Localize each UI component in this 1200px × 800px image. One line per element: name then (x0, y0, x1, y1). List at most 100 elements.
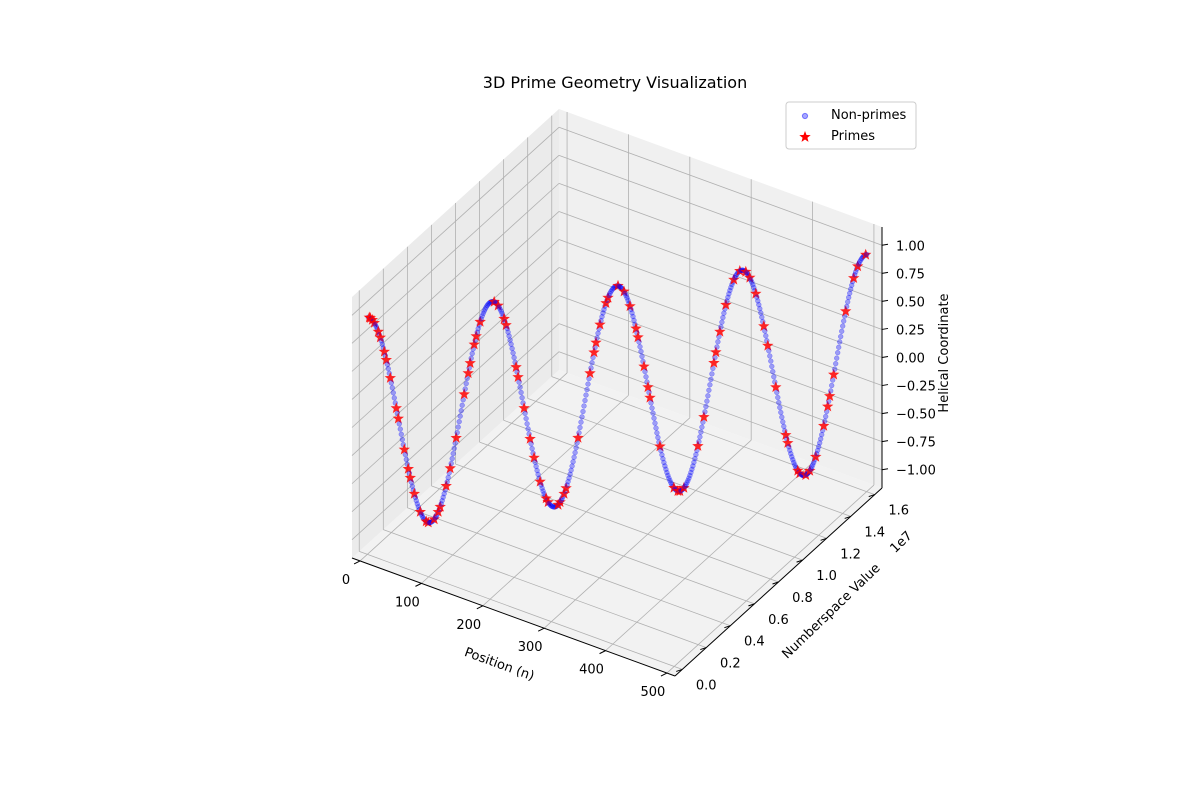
nonprime-point (457, 413, 463, 419)
nonprime-point (728, 284, 734, 291)
prime-point (590, 336, 602, 348)
prime-point (510, 361, 522, 372)
grid-z-back-0 (558, 351, 883, 471)
grid-z-left-2 (351, 295, 560, 484)
nonprime-point (792, 462, 798, 468)
nonprime-point (445, 474, 451, 481)
nonprime-point (766, 348, 772, 354)
grid-z-left-4 (351, 239, 560, 428)
nonprime-point (458, 408, 464, 414)
nonprime-point (707, 382, 713, 388)
nonprime-point (396, 421, 402, 427)
nonprime-point (516, 379, 522, 385)
prime-point (638, 360, 650, 372)
nonprime-point (833, 361, 839, 367)
prime-point (860, 248, 872, 260)
nonprime-point (576, 430, 582, 436)
prime-point (458, 388, 470, 400)
z-tick-mark-8 (881, 243, 889, 246)
nonprime-point (517, 384, 523, 390)
nonprime-point (755, 298, 761, 304)
nonprime-point (478, 316, 484, 322)
y-tick-label-1: 0.2 (720, 657, 741, 672)
nonprime-point (549, 503, 555, 510)
grid-y-floor-6 (503, 419, 827, 539)
nonprime-point (484, 302, 490, 309)
x-tick-label-2: 200 (456, 618, 481, 633)
nonprime-point (578, 419, 584, 425)
prime-point (822, 400, 834, 412)
prime-point (444, 462, 456, 474)
nonprime-point (384, 361, 390, 367)
prime-point (528, 451, 540, 463)
nonprime-point (697, 434, 703, 440)
nonprime-point (702, 409, 708, 415)
prime-point (594, 318, 606, 330)
nonprime-point (506, 333, 512, 339)
nonprime-point (378, 338, 384, 344)
nonprime-point (534, 467, 540, 474)
nonprime-point (538, 482, 544, 488)
nonprime-point (507, 337, 513, 343)
grid-z-back-1 (558, 323, 883, 443)
nonprime-point (648, 400, 654, 406)
nonprime-point (583, 392, 589, 398)
prime-point (618, 285, 630, 297)
prime-point (750, 287, 762, 299)
grid-z-left-3 (351, 267, 560, 456)
nonprime-point (720, 314, 726, 321)
nonprime-point (777, 404, 783, 411)
grid-z-left-7 (351, 155, 560, 344)
nonprime-point (522, 410, 528, 417)
nonprime-point (511, 354, 517, 361)
nonprime-point (692, 455, 698, 462)
nonprime-point (480, 310, 486, 317)
prime-point (698, 411, 710, 422)
nonprime-point (469, 350, 475, 357)
prime-point (678, 482, 690, 493)
nonprime-point (835, 350, 841, 356)
nonprime-point (751, 284, 757, 291)
y-tick-mark-8 (868, 494, 875, 498)
prime-point (600, 297, 612, 308)
prime-point (720, 298, 732, 310)
prime-point (654, 440, 666, 452)
prime-point (498, 312, 510, 324)
z-tick-label-1: −0.75 (896, 436, 936, 451)
chart-title: 3D Prime Geometry Visualization (483, 73, 747, 92)
nonprime-point (787, 447, 793, 453)
prime-point (810, 450, 822, 462)
nonprime-point (708, 376, 714, 383)
legend-marker-nonprimes (801, 112, 809, 120)
prime-point (366, 314, 378, 325)
nonprime-point (822, 418, 828, 424)
nonprime-point (770, 368, 776, 375)
nonprime-point (834, 355, 840, 361)
nonprime-point (569, 463, 575, 469)
grid-y-floor-0 (359, 551, 683, 670)
nonprime-point (474, 329, 480, 335)
nonprime-point (588, 365, 594, 371)
prime-point (534, 475, 546, 487)
nonprime-point (584, 386, 590, 393)
prime-point (474, 315, 486, 327)
nonprime-point (810, 462, 816, 468)
grid-z-left-6 (351, 183, 560, 372)
nonprime-point (704, 398, 710, 404)
nonprime-point (823, 413, 829, 420)
nonprime-point (589, 360, 595, 366)
nonprime-point (706, 387, 712, 393)
nonprime-point (789, 454, 795, 460)
nonprime-point (776, 399, 782, 406)
nonprime-point (463, 380, 469, 387)
grid-z-back-4 (558, 239, 883, 358)
nonprime-point (523, 415, 529, 422)
y-axis-offset-label: 1e7 (888, 529, 916, 557)
prime-point (392, 412, 404, 424)
nonprime-point (841, 318, 847, 324)
nonprime-point (691, 459, 697, 466)
prime-point (374, 331, 386, 343)
nonprime-point (643, 374, 649, 380)
x-tick-mark-1 (415, 582, 422, 587)
nonprime-point (546, 500, 552, 507)
